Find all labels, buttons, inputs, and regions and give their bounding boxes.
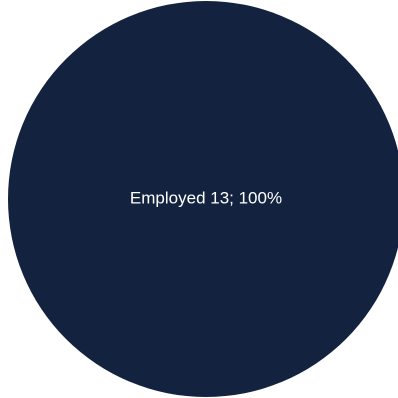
pie-slices <box>8 1 398 397</box>
pie-slice-employed <box>8 1 398 397</box>
pie-labels: Employed 13; 100% <box>130 188 282 207</box>
pie-slice-label: Employed 13; 100% <box>130 188 282 207</box>
